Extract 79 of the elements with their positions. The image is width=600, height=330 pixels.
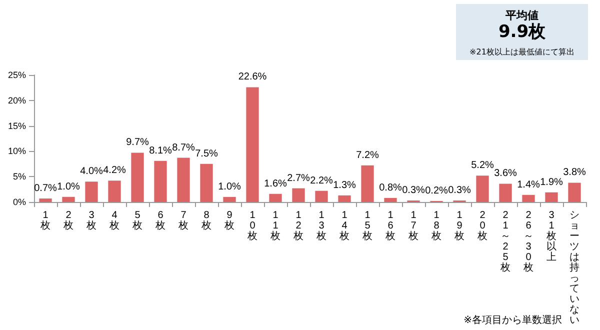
y-tick-label: 10%	[8, 146, 26, 156]
text: 9.9枚	[497, 22, 547, 42]
bar	[62, 196, 75, 202]
data-label: 2.7%	[287, 172, 310, 184]
data-label: 9.7%	[126, 137, 150, 148]
data-label: 8.1%	[149, 145, 172, 156]
data-label: 0.3%	[402, 184, 426, 196]
data-label: 7.5%	[195, 148, 218, 160]
x-tick-label: 10枚	[246, 210, 258, 242]
data-label: 8.7%	[172, 142, 196, 154]
data-label: 7.2%	[356, 150, 380, 161]
x-tick-label: 21～25枚	[500, 210, 510, 274]
x-tick-label: 26～30枚	[522, 210, 534, 274]
data-label: 1.3%	[333, 180, 356, 191]
data-label: 1.4%	[517, 179, 540, 190]
data-label: 0.7%	[34, 182, 58, 194]
data-label: 22.6%	[238, 72, 267, 83]
y-tick-label: 5%	[12, 172, 26, 182]
bar	[246, 87, 259, 202]
x-tick-label: 7枚	[178, 210, 188, 232]
y-tick-label: 25%	[8, 70, 26, 80]
x-tick-label: 5枚	[132, 210, 142, 232]
bar	[476, 176, 489, 202]
bar	[315, 190, 328, 202]
data-label: 0.2%	[425, 185, 448, 196]
bar	[177, 158, 190, 202]
x-tick-label: 1枚	[40, 210, 50, 232]
x-tick-label: 3枚	[86, 210, 96, 232]
bar	[108, 180, 121, 202]
x-tick-label: 19枚	[454, 210, 464, 242]
x-tick-label: 17枚	[408, 210, 418, 242]
bar	[499, 184, 512, 202]
data-label: 0.3%	[448, 184, 472, 196]
x-tick-label: 11枚	[270, 210, 280, 242]
x-tick-label: 6枚	[154, 210, 166, 232]
x-tick-label: 12枚	[292, 210, 304, 242]
data-label: 4.0%	[80, 166, 104, 178]
text: ※21枚以上は最低値にて算出	[469, 46, 575, 58]
bar	[292, 188, 305, 202]
x-tick-label: 9枚	[224, 210, 234, 232]
bar	[522, 194, 535, 202]
data-label: 1.0%	[57, 181, 80, 192]
x-tick-label: 16枚	[384, 210, 396, 242]
x-tick-label: 14枚	[338, 210, 350, 242]
bar	[223, 196, 236, 202]
text: 平均値	[504, 8, 540, 22]
bar	[338, 195, 351, 202]
bar	[545, 192, 558, 202]
data-label: 1.6%	[264, 178, 288, 190]
data-label: 4.2%	[103, 165, 126, 176]
x-tick-label: 4枚	[108, 210, 120, 232]
bar	[568, 182, 581, 202]
x-tick-label: 8枚	[200, 210, 212, 232]
bar	[200, 164, 213, 202]
y-tick-label: 15%	[8, 120, 26, 131]
bar	[384, 198, 397, 202]
category-label: ショーツは持っていない	[570, 210, 580, 326]
data-label: 5.2%	[471, 160, 494, 172]
x-tick-label: 31枚以上	[546, 210, 556, 263]
data-label: 0.8%	[379, 182, 402, 194]
x-tick-label: 2枚	[62, 210, 74, 232]
x-tick-label: 18枚	[430, 210, 442, 242]
data-label: 3.8%	[563, 167, 586, 178]
data-label: 1.0%	[218, 181, 242, 192]
bar	[154, 160, 167, 202]
bar	[361, 165, 374, 202]
x-tick-label: 20枚	[476, 210, 488, 242]
bar	[131, 152, 144, 202]
data-label: 2.2%	[310, 175, 334, 186]
bar	[269, 194, 282, 202]
bar	[39, 198, 52, 202]
x-tick-label: 13枚	[316, 210, 326, 242]
bar	[85, 182, 98, 202]
data-label: 1.9%	[540, 176, 564, 188]
data-label: 3.6%	[494, 168, 518, 180]
text: ※各項目から単数選択	[464, 314, 562, 327]
y-tick-label: 0%	[12, 197, 26, 207]
y-tick-label: 20%	[8, 95, 26, 106]
x-tick-label: 15枚	[362, 210, 372, 242]
